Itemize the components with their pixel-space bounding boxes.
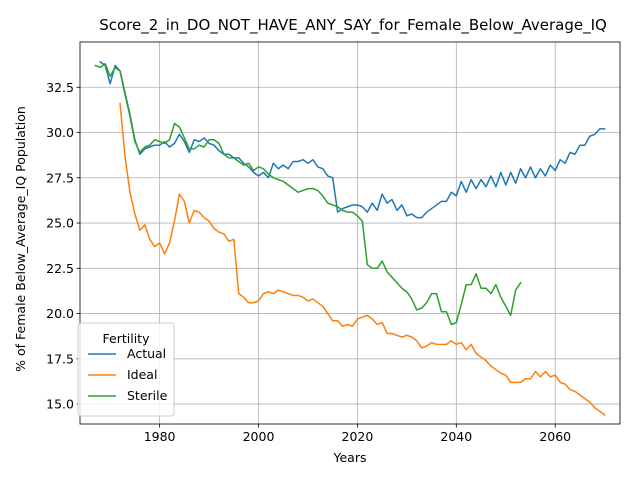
- chart-title: Score_2_in_DO_NOT_HAVE_ANY_SAY_for_Femal…: [99, 16, 607, 35]
- series-line-ideal: [119, 102, 606, 416]
- x-tick-label: 2040: [440, 429, 472, 444]
- x-axis-label: Years: [333, 450, 367, 465]
- y-tick-label: 15.0: [46, 397, 74, 412]
- x-tick-label: 2060: [539, 429, 571, 444]
- series-line-sterile: [94, 62, 522, 326]
- legend-title: Fertility: [103, 331, 151, 346]
- legend-entry: Actual: [127, 346, 166, 361]
- legend-entry: Sterile: [127, 388, 168, 403]
- series-line-actual: [99, 60, 606, 219]
- y-axis-ticks: 15.0 17.5 20.0 22.5 25.0 27.5 30.0 32.5: [46, 80, 80, 412]
- y-axis-label: % of Female Below_Average_IQ Population: [13, 106, 28, 372]
- legend-entry: Ideal: [127, 367, 157, 382]
- y-tick-label: 32.5: [46, 80, 74, 95]
- x-tick-label: 2000: [243, 429, 275, 444]
- y-tick-label: 25.0: [46, 216, 74, 231]
- x-tick-label: 2020: [342, 429, 374, 444]
- plot-area-frame: [79, 41, 621, 425]
- y-tick-label: 22.5: [46, 261, 74, 276]
- series-lines: [94, 60, 606, 416]
- legend-box: [77, 322, 175, 417]
- y-tick-label: 30.0: [46, 125, 74, 140]
- legend: Fertility Actual Ideal Sterile: [77, 322, 175, 417]
- x-tick-label: 1980: [144, 429, 176, 444]
- y-tick-label: 17.5: [46, 351, 74, 366]
- y-tick-label: 20.0: [46, 306, 74, 321]
- x-axis-ticks: 1980 2000 2020 2040 2060: [144, 424, 571, 444]
- y-tick-label: 27.5: [46, 170, 74, 185]
